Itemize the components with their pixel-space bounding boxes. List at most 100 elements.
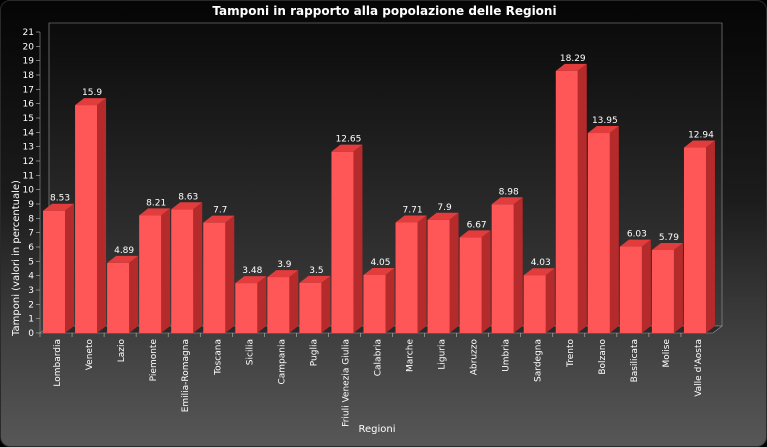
data-label: 7.7	[213, 206, 227, 216]
x-tick-label: Veneto	[85, 339, 95, 371]
bar-top	[555, 63, 587, 71]
y-tick-label: 12	[23, 157, 34, 167]
y-tick-label: 14	[23, 128, 35, 138]
x-tick-label: Liguria	[438, 339, 448, 370]
data-label: 3.9	[277, 260, 292, 270]
bar-side	[97, 98, 107, 333]
x-tick-label: Piemonte	[149, 339, 159, 382]
data-label: 4.05	[370, 258, 390, 268]
y-axis-title: Tamponi (valori in percentuale)	[11, 180, 22, 337]
bar: 6.67	[459, 220, 491, 333]
data-label: 6.67	[467, 220, 487, 230]
data-label: 7.9	[437, 203, 452, 213]
x-tick-label: Abruzzo	[470, 339, 480, 376]
bar-top	[203, 215, 235, 223]
bar: 12.65	[331, 135, 363, 333]
data-label: 3.5	[309, 266, 323, 276]
bar-top	[171, 202, 203, 210]
data-label: 8.63	[178, 192, 198, 202]
bar-side	[481, 230, 491, 333]
bar-side	[417, 215, 427, 333]
bar-front	[171, 209, 194, 333]
bar: 8.21	[139, 198, 171, 333]
bar-front	[139, 215, 162, 333]
bar-side	[161, 208, 171, 333]
bar-side	[225, 215, 235, 333]
x-tick-label: Basilicata	[630, 339, 640, 382]
x-tick-label: Umbria	[502, 339, 512, 372]
x-tick-label: Valle d'Aosta	[694, 339, 704, 397]
bar-top	[107, 255, 139, 263]
data-label: 12.94	[688, 131, 714, 141]
bar: 4.89	[107, 246, 139, 333]
bar-top	[619, 239, 651, 247]
data-label: 8.53	[50, 194, 70, 204]
bar: 18.29	[555, 54, 587, 334]
bar-front	[683, 147, 706, 333]
bar-side	[449, 212, 459, 333]
y-tick-label: 18	[23, 71, 35, 81]
bar-front	[523, 275, 546, 333]
bar: 7.7	[203, 206, 235, 333]
data-label: 5.79	[659, 233, 679, 243]
bar-front	[363, 274, 386, 333]
bar-side	[545, 268, 555, 333]
bar-top	[395, 215, 427, 223]
bar: 3.9	[267, 260, 299, 333]
bar: 7.71	[395, 205, 427, 333]
bar-front	[459, 237, 482, 333]
bar: 13.95	[587, 116, 619, 333]
bar-front	[555, 70, 578, 334]
bar-front	[427, 219, 450, 333]
data-label: 6.03	[627, 230, 647, 240]
data-label: 13.95	[592, 116, 618, 126]
data-label: 4.89	[114, 246, 134, 256]
data-label: 18.29	[560, 54, 586, 64]
x-tick-label: Puglia	[309, 339, 319, 366]
bar-front	[651, 250, 674, 333]
data-label: 7.71	[403, 205, 423, 215]
y-tick-label: 8	[28, 214, 34, 224]
y-tick-label: 7	[28, 229, 34, 239]
bar: 4.03	[523, 258, 555, 333]
bar-side	[513, 197, 523, 333]
x-tick-label: Toscana	[213, 339, 223, 376]
bar: 3.48	[235, 266, 267, 333]
bar: 12.94	[683, 131, 715, 333]
x-tick-label: Marche	[406, 339, 416, 372]
bar-side	[65, 203, 75, 333]
bars: 8.53 15.9 4.89 8.21 8.63 7.7 3.48 3.9 3.5 12.65 4.…	[43, 54, 715, 334]
bar-front	[75, 105, 98, 333]
chart-title: Tamponi in rapporto alla popolazione del…	[212, 4, 557, 18]
bar-side	[385, 267, 395, 333]
bar: 15.9	[75, 88, 107, 333]
x-tick-label: Trento	[566, 339, 576, 368]
bar-top	[427, 212, 459, 220]
x-tick-label: Campania	[277, 339, 287, 385]
bar-front	[43, 210, 66, 333]
y-tick-label: 11	[23, 171, 34, 181]
y-tick-label: 2	[28, 300, 34, 310]
bar: 7.9	[427, 203, 459, 333]
bar-side	[257, 276, 267, 333]
bar-top	[235, 276, 267, 284]
bar-side	[321, 275, 331, 333]
y-tick-label: 19	[23, 57, 35, 67]
x-tick-label: Emilia-Romagna	[181, 339, 191, 412]
bar-top	[683, 140, 715, 148]
bar: 6.03	[619, 230, 651, 333]
bar-front	[107, 262, 130, 333]
bar-front	[331, 151, 354, 333]
bar-top	[363, 267, 395, 275]
x-axis-title: Regioni	[358, 424, 395, 435]
bar-top	[491, 197, 523, 205]
y-tick-label: 3	[28, 286, 34, 296]
data-label: 4.03	[531, 258, 551, 268]
bar-front	[267, 277, 290, 333]
y-tick-label: 17	[23, 85, 34, 95]
data-label: 8.21	[146, 198, 166, 208]
y-tick-label: 10	[23, 186, 35, 196]
bar-side	[641, 239, 651, 333]
